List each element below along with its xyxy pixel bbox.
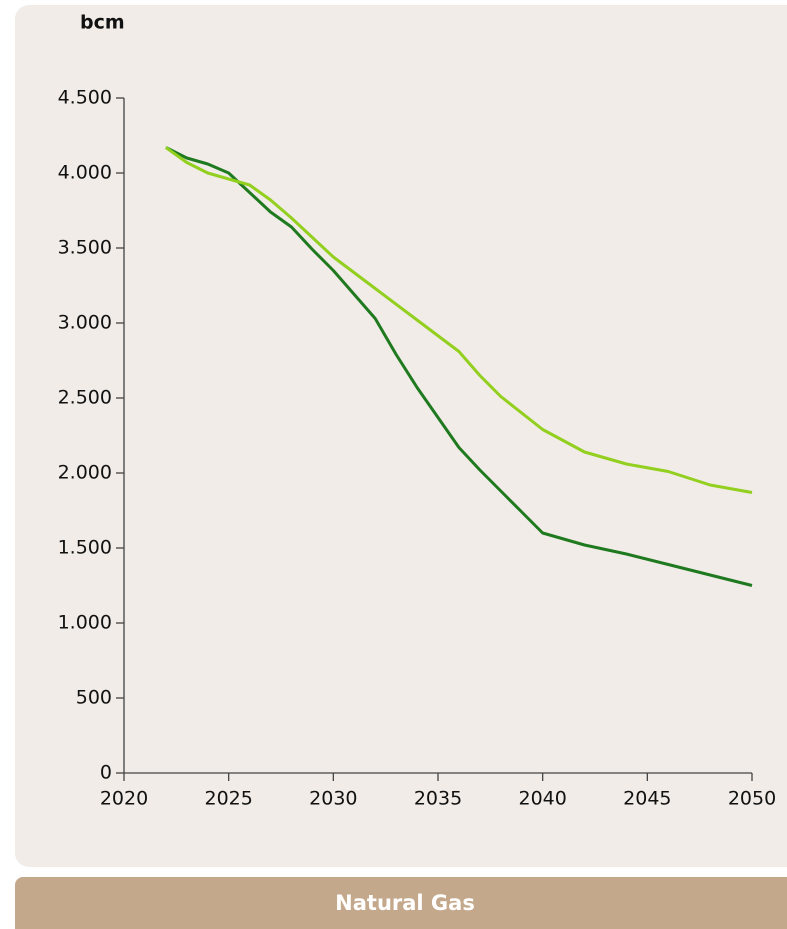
line-series <box>164 146 753 494</box>
y-tick-label: 3.500 <box>58 237 112 259</box>
x-tick-label: 2025 <box>204 788 252 810</box>
y-tick-label: 4.000 <box>58 162 112 184</box>
x-tick-label: 2020 <box>100 788 148 810</box>
banner <box>15 877 787 929</box>
y-tick-label: 500 <box>76 687 112 709</box>
y-tick-label: 2.000 <box>58 462 112 484</box>
y-axis-label: bcm <box>80 12 125 34</box>
x-tick-label: 2050 <box>728 788 776 810</box>
x-tick-label: 2030 <box>309 788 357 810</box>
y-tick-label: 1.500 <box>58 537 112 559</box>
y-tick-label: 2.500 <box>58 387 112 409</box>
chart-panel <box>15 5 787 867</box>
x-tick-label: 2045 <box>623 788 671 810</box>
x-tick-label: 2035 <box>414 788 462 810</box>
line-series <box>165 146 753 587</box>
banner-label: Natural Gas <box>335 891 475 915</box>
y-tick-label: 1.000 <box>58 612 112 634</box>
y-tick-label: 3.000 <box>58 312 112 334</box>
x-tick-label: 2040 <box>518 788 566 810</box>
y-tick-label: 0 <box>100 762 112 784</box>
y-tick-label: 4.500 <box>58 87 112 109</box>
